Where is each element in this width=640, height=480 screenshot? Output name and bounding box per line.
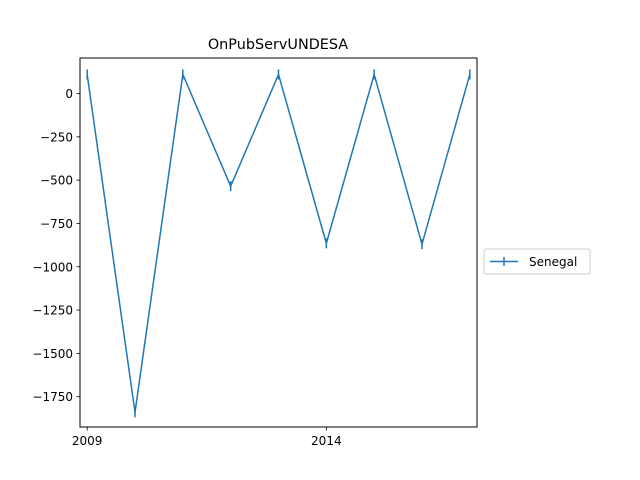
y-tick-label: 0 (65, 87, 73, 101)
x-axis: 2009 2014 (72, 427, 342, 448)
y-tick-label: −750 (40, 217, 73, 231)
plot-frame (79, 57, 478, 428)
y-tick-label: −1750 (32, 390, 73, 404)
y-tick-label: −250 (40, 130, 73, 144)
legend-box (483, 248, 591, 275)
y-tick-label: −1500 (32, 347, 73, 361)
x-tick-label: 2009 (72, 434, 103, 448)
y-axis: 0 −250 −500 −750 −1000 −1250 −1500 −1750 (32, 87, 80, 404)
chart-title: OnPubServUNDESA (208, 37, 348, 53)
y-tick-label: −1000 (32, 260, 73, 274)
legend-label-senegal: Senegal (529, 255, 577, 269)
legend: Senegal (483, 248, 591, 275)
y-tick-label: −500 (40, 174, 73, 188)
series-line-senegal (86, 73, 471, 414)
x-tick-label: 2014 (311, 434, 342, 448)
y-tick-label: −1250 (32, 304, 73, 318)
plot-series (86, 69, 471, 418)
